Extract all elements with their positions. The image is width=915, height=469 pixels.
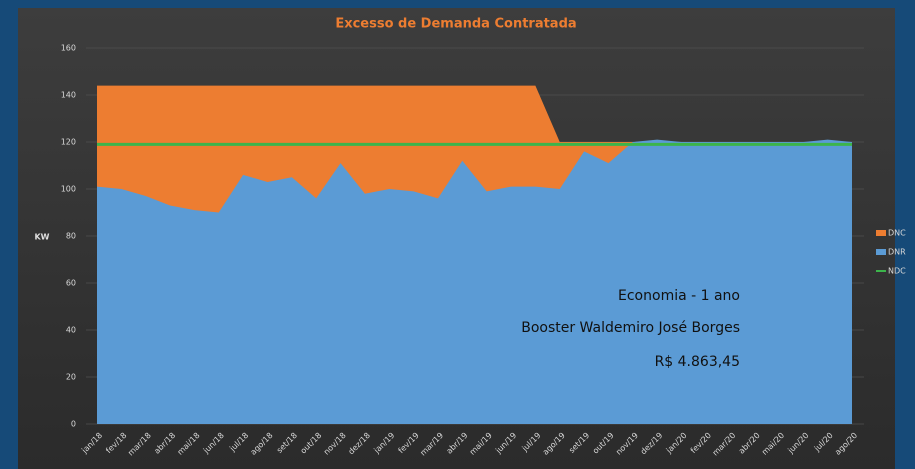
y-tick-label: 80 (66, 232, 76, 241)
y-tick-label: 0 (71, 420, 76, 429)
annotation: Economia - 1 ano (618, 288, 740, 304)
y-tick-label: 20 (66, 373, 76, 382)
area (97, 139, 852, 424)
legend-swatch (876, 230, 886, 236)
legend-label: DNR (888, 248, 906, 257)
annotation: Booster Waldemiro José Borges (521, 320, 740, 336)
y-tick-label: 160 (61, 44, 76, 53)
y-tick-label: 60 (66, 279, 76, 288)
chart-title: Excesso de Demanda Contratada (335, 17, 576, 32)
y-tick-label: 40 (66, 326, 76, 335)
legend-label: NDC (888, 267, 906, 276)
legend-swatch (876, 249, 886, 255)
legend-label: DNC (888, 229, 906, 238)
y-tick-label: 100 (61, 185, 76, 194)
y-axis-label: KW (34, 233, 49, 242)
y-tick-label: 140 (61, 91, 76, 100)
y-tick-label: 120 (61, 138, 76, 147)
annotation: R$ 4.863,45 (655, 354, 740, 370)
